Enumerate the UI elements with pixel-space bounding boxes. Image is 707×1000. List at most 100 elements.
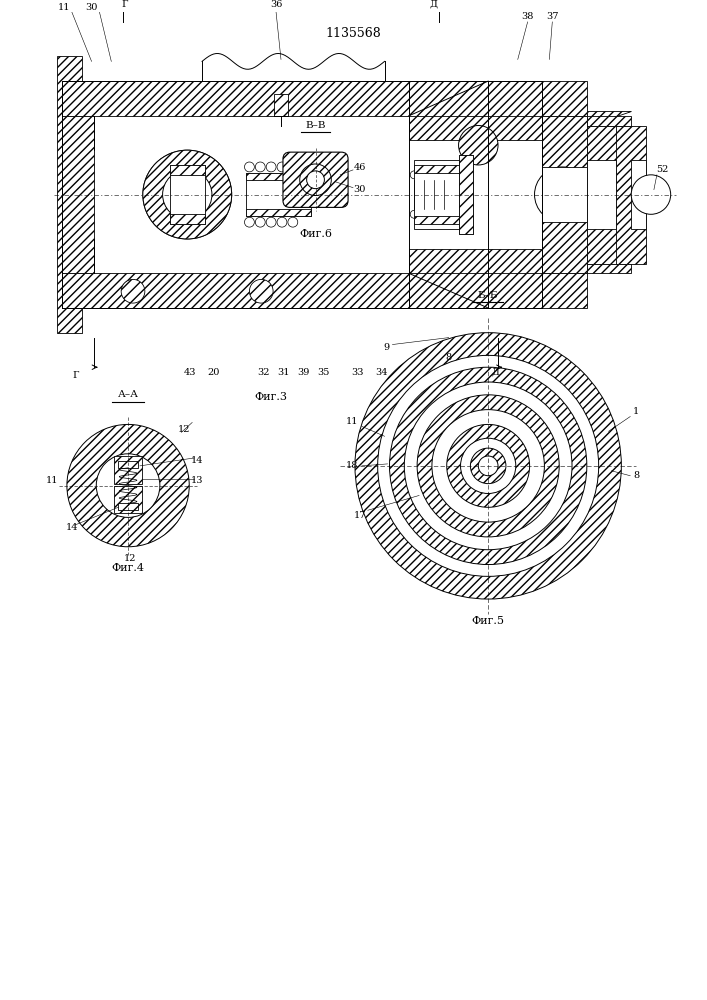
Text: 32: 32 (257, 368, 269, 377)
Circle shape (479, 456, 498, 476)
Bar (115, 486, 142, 513)
Polygon shape (409, 106, 552, 283)
Polygon shape (62, 116, 93, 273)
Circle shape (277, 162, 287, 172)
Circle shape (163, 170, 212, 219)
Polygon shape (587, 111, 631, 264)
Circle shape (255, 217, 265, 227)
Polygon shape (409, 106, 542, 140)
Circle shape (277, 217, 287, 227)
Circle shape (440, 171, 448, 179)
Bar (170, 165, 205, 175)
Polygon shape (617, 126, 646, 264)
Bar (414, 216, 459, 224)
Text: 11: 11 (58, 3, 70, 12)
Text: Б–Б: Б–Б (478, 291, 498, 300)
Bar (631, 160, 646, 229)
Circle shape (420, 210, 428, 218)
Polygon shape (409, 273, 542, 308)
Text: 1135568: 1135568 (325, 27, 381, 40)
Text: 13: 13 (191, 476, 204, 485)
Bar (247, 173, 310, 216)
Circle shape (432, 410, 544, 522)
Text: Фиг.4: Фиг.4 (112, 563, 144, 573)
Bar (115, 456, 142, 484)
Text: 1: 1 (633, 407, 639, 416)
Circle shape (459, 126, 498, 165)
Text: 38: 38 (522, 12, 534, 21)
Text: 33: 33 (351, 368, 364, 377)
Circle shape (631, 175, 671, 214)
Text: 9: 9 (383, 343, 390, 352)
Text: 46: 46 (354, 163, 366, 172)
Polygon shape (409, 81, 542, 116)
Polygon shape (542, 116, 587, 273)
Bar (247, 209, 310, 216)
Text: 30: 30 (354, 185, 366, 194)
Text: 20: 20 (208, 368, 220, 377)
Text: 39: 39 (298, 368, 310, 377)
Text: Д: Д (491, 368, 499, 377)
Circle shape (267, 162, 276, 172)
Text: 12: 12 (178, 425, 191, 434)
Text: 52: 52 (657, 165, 669, 174)
Text: Г: Г (73, 371, 79, 380)
Bar (542, 167, 587, 222)
Text: 11: 11 (346, 417, 358, 426)
Circle shape (250, 279, 273, 303)
Circle shape (307, 171, 325, 189)
Circle shape (143, 150, 232, 239)
Circle shape (447, 424, 530, 507)
Circle shape (460, 438, 516, 493)
Bar (118, 461, 138, 468)
Text: 37: 37 (546, 12, 559, 21)
Text: 17: 17 (354, 511, 366, 520)
Circle shape (143, 150, 232, 239)
Circle shape (245, 217, 255, 227)
Text: 34: 34 (375, 368, 388, 377)
Circle shape (267, 217, 276, 227)
Polygon shape (542, 273, 587, 308)
Bar (414, 160, 459, 229)
Polygon shape (587, 116, 631, 126)
FancyBboxPatch shape (283, 152, 348, 207)
Circle shape (440, 210, 448, 218)
Text: 35: 35 (317, 368, 329, 377)
Circle shape (121, 279, 145, 303)
Text: 14: 14 (66, 523, 78, 532)
Circle shape (417, 395, 559, 537)
Circle shape (390, 367, 587, 565)
Bar (170, 214, 205, 224)
Circle shape (96, 454, 160, 517)
Circle shape (470, 448, 506, 484)
Polygon shape (587, 264, 631, 273)
Polygon shape (62, 81, 488, 116)
Text: Г: Г (122, 0, 129, 9)
Circle shape (430, 171, 438, 179)
Bar (459, 155, 474, 234)
Bar (118, 503, 138, 510)
Circle shape (255, 162, 265, 172)
Text: 31: 31 (278, 368, 290, 377)
Text: Д: Д (430, 0, 438, 9)
Circle shape (410, 210, 418, 218)
Bar (170, 165, 205, 224)
Circle shape (300, 164, 332, 196)
Polygon shape (409, 249, 542, 283)
Circle shape (245, 162, 255, 172)
Text: 8: 8 (445, 353, 452, 362)
Bar (274, 94, 288, 116)
Text: В–В: В–В (305, 121, 326, 130)
Circle shape (163, 170, 212, 219)
Text: 36: 36 (270, 0, 282, 9)
Circle shape (288, 162, 298, 172)
Circle shape (404, 382, 572, 550)
Polygon shape (62, 273, 488, 308)
Text: Фиг.6: Фиг.6 (299, 229, 332, 239)
Circle shape (355, 333, 621, 599)
Polygon shape (542, 81, 587, 116)
Text: А–А: А–А (117, 390, 139, 399)
Text: Фиг.5: Фиг.5 (472, 616, 505, 626)
Text: 11: 11 (46, 476, 59, 485)
Bar (587, 160, 617, 229)
